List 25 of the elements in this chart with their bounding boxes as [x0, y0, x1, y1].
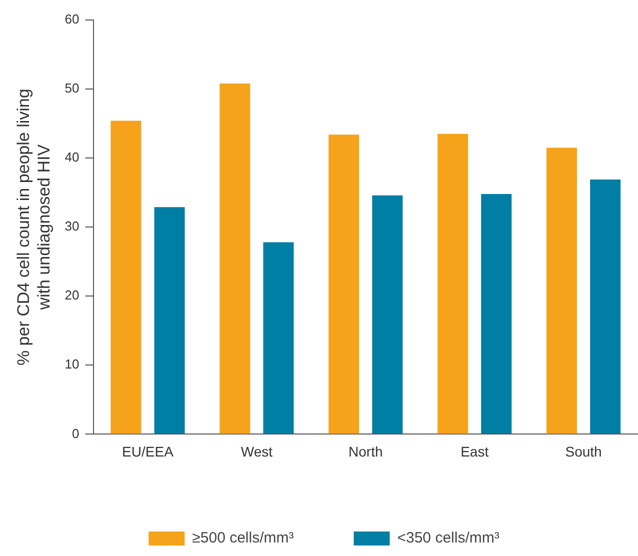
x-tick-label: West: [240, 443, 273, 460]
y-tick-label: 50: [64, 80, 80, 96]
bar: [372, 195, 403, 434]
y-tick-label: 0: [72, 426, 80, 441]
y-tick-label: 30: [64, 218, 80, 234]
bar: [481, 194, 512, 434]
legend-label: <350 cells/mm³: [397, 530, 500, 547]
bar: [154, 207, 185, 434]
bar: [438, 134, 468, 434]
bar: [546, 148, 577, 434]
x-tick-label: EU/EEA: [122, 443, 174, 460]
x-tick-label: South: [565, 443, 602, 460]
bar: [328, 134, 360, 434]
y-tick-label: 40: [64, 150, 80, 165]
bar: [220, 84, 250, 434]
bar: [110, 120, 142, 434]
legend-label: ≥500 cells/mm³: [192, 530, 294, 547]
x-tick-label: East: [460, 443, 489, 460]
x-tick-label: North: [348, 443, 383, 460]
bar: [263, 242, 294, 434]
y-tick-label: 20: [64, 288, 80, 303]
y-tick-label: 60: [64, 12, 80, 27]
bar: [590, 179, 621, 434]
y-tick-label: 10: [64, 356, 80, 372]
y-axis-title: % per CD4 cell count in people living with undiagnosed HIV: [14, 88, 54, 366]
